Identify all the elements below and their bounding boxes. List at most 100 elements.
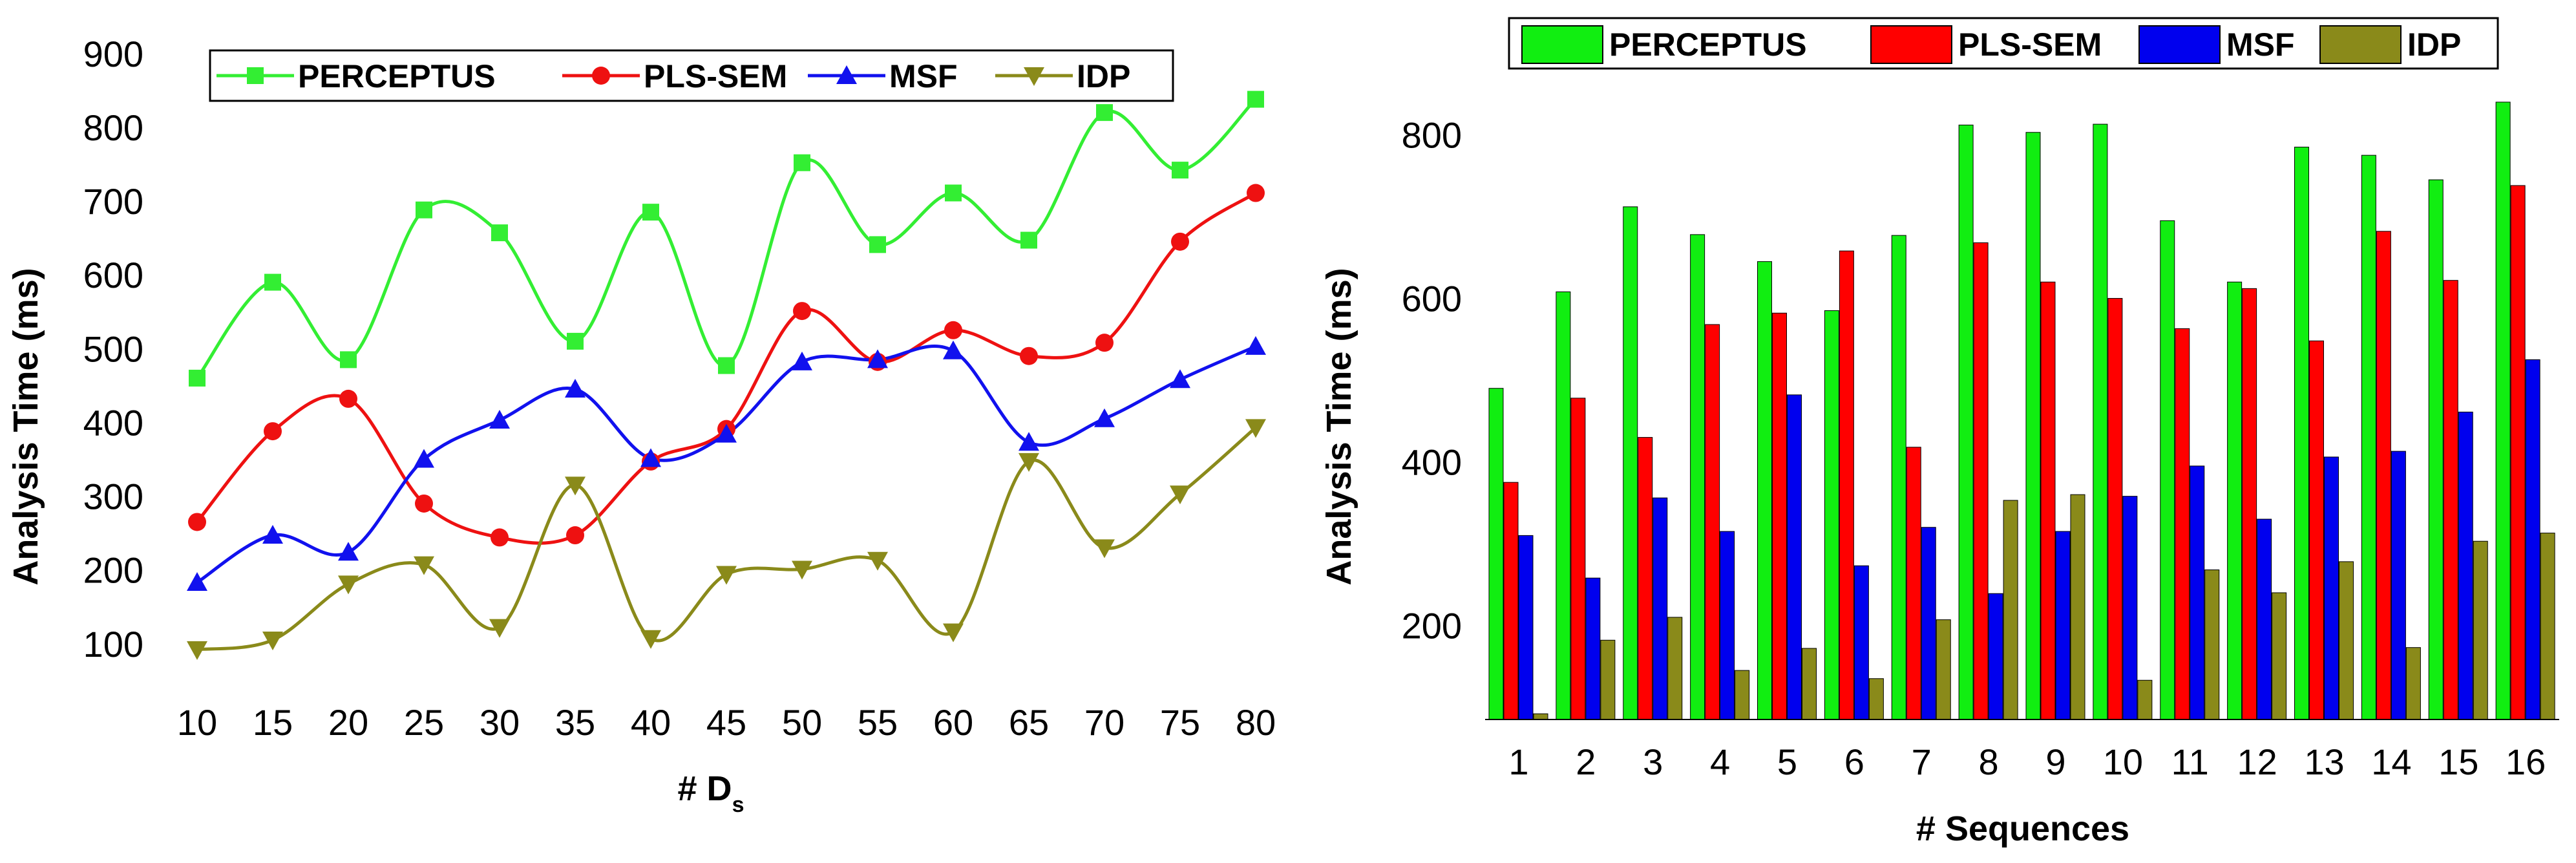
x-tick-label: 55: [858, 702, 898, 743]
legend-label-idp: IDP: [2407, 27, 2461, 63]
x-tick-label: 11: [2171, 741, 2209, 782]
x-axis-title: # Ds: [678, 769, 744, 817]
bar-pls-sem-12: [2242, 288, 2257, 720]
bar-pls-sem-2: [1570, 398, 1586, 720]
x-tick-label: 8: [1979, 741, 1999, 782]
data-point-perceptus: [1096, 104, 1113, 122]
y-tick-label: 400: [83, 402, 143, 443]
data-point-perceptus: [869, 236, 886, 253]
bar-pls-sem-16: [2510, 185, 2526, 720]
y-axis-title: Analysis Time (ms): [1320, 268, 1358, 585]
bar-perceptus-1: [1488, 388, 1504, 720]
series-line-perceptus: [196, 98, 1257, 379]
x-tick-label: 15: [2438, 741, 2478, 782]
bar-idp-11: [2204, 570, 2220, 720]
x-tick-label: 20: [328, 702, 368, 743]
bar-idp-5: [1802, 648, 1817, 720]
bar-pls-sem-13: [2309, 340, 2324, 720]
data-point-msf: [943, 340, 964, 359]
bar-idp-10: [2137, 679, 2153, 720]
x-axis-ticks: 1 2 3 4 5 6 7 8 9 10 11 12 13 14 15 16: [1508, 741, 2546, 782]
data-point-perceptus: [491, 224, 508, 242]
data-point-pls-sem: [566, 526, 584, 545]
bar-idp-1: [1533, 713, 1548, 720]
bar-pls-sem-7: [1906, 447, 1921, 720]
data-point-idp: [489, 619, 510, 638]
data-point-msf: [1019, 432, 1039, 451]
data-point-idp: [867, 551, 888, 571]
legend-label-msf: MSF: [2226, 27, 2295, 63]
data-point-perceptus: [189, 369, 206, 387]
bar-msf-8: [1988, 593, 2003, 720]
y-tick-label: 600: [83, 255, 143, 295]
y-tick-label: 900: [83, 34, 143, 74]
bar-idp-15: [2473, 540, 2488, 720]
x-tick-label: 80: [1236, 702, 1276, 743]
data-point-pls-sem: [1095, 334, 1114, 352]
bar-msf-10: [2122, 496, 2138, 720]
data-point-pls-sem: [1020, 346, 1038, 365]
bar-pls-sem-15: [2443, 280, 2458, 720]
bar-msf-5: [1787, 394, 1802, 720]
legend-swatch-perceptus: [1521, 25, 1603, 64]
x-axis-title-main: # D: [678, 769, 732, 808]
bar-msf-13: [2324, 456, 2339, 720]
bar-pls-sem-1: [1503, 482, 1519, 720]
bar-perceptus-10: [2093, 123, 2108, 720]
bar-msf-1: [1518, 535, 1534, 720]
bar-pls-sem-5: [1772, 312, 1787, 720]
y-axis-ticks: 100 200 300 400 500 600 700 800 900: [83, 34, 143, 665]
legend-label-perceptus: PERCEPTUS: [298, 58, 496, 94]
data-point-idp: [792, 560, 812, 580]
x-tick-label: 1: [1508, 741, 1528, 782]
data-point-pls-sem: [339, 389, 357, 408]
bar-perceptus-9: [2025, 132, 2041, 720]
bar-pls-sem-11: [2175, 328, 2190, 720]
data-point-msf: [414, 449, 434, 468]
legend: PERCEPTUS PLS-SEM MSF IDP: [209, 49, 1174, 102]
bar-msf-7: [1921, 527, 1936, 720]
legend-marker-pls-sem: [592, 67, 610, 85]
data-point-msf: [640, 448, 661, 467]
y-tick-label: 200: [1402, 606, 1462, 646]
bar-idp-4: [1735, 670, 1750, 720]
y-tick-label: 200: [83, 550, 143, 591]
bar-perceptus-14: [2361, 154, 2376, 720]
bar-msf-11: [2190, 465, 2205, 720]
bar-perceptus-12: [2227, 281, 2243, 720]
x-tick-label: 45: [706, 702, 746, 743]
data-point-pls-sem: [793, 302, 811, 321]
data-point-idp: [262, 632, 283, 651]
data-point-perceptus: [642, 204, 659, 221]
legend-label-idp: IDP: [1077, 58, 1130, 94]
x-tick-label: 30: [480, 702, 520, 743]
data-point-idp: [1170, 485, 1190, 505]
legend-entries: PERCEPTUS PLS-SEM MSF IDP: [216, 58, 1130, 94]
y-tick-label: 700: [83, 181, 143, 222]
x-tick-label: 40: [631, 702, 671, 743]
bar-perceptus-4: [1690, 234, 1705, 720]
legend-label-msf: MSF: [889, 58, 958, 94]
y-tick-label: 800: [83, 107, 143, 148]
bar-idp-8: [2003, 500, 2018, 720]
data-point-idp: [640, 630, 661, 649]
data-point-pls-sem: [1247, 184, 1265, 202]
x-tick-label: 16: [2506, 741, 2546, 782]
bar-msf-16: [2525, 359, 2540, 720]
bar-idp-13: [2339, 561, 2354, 720]
data-point-idp: [187, 641, 207, 660]
x-tick-label: 65: [1009, 702, 1049, 743]
series-line-msf: [196, 344, 1257, 584]
data-point-perceptus: [340, 351, 357, 368]
bar-msf-6: [1853, 565, 1869, 720]
bar-msf-9: [2055, 531, 2071, 720]
x-tick-label: 75: [1160, 702, 1200, 743]
bar-idp-6: [1868, 678, 1884, 720]
bar-perceptus-2: [1556, 291, 1571, 720]
data-point-perceptus: [718, 357, 735, 374]
bar-pls-sem-9: [2040, 281, 2056, 720]
series-line-idp: [196, 426, 1257, 652]
data-point-perceptus: [567, 332, 584, 350]
y-tick-label: 300: [83, 476, 143, 517]
